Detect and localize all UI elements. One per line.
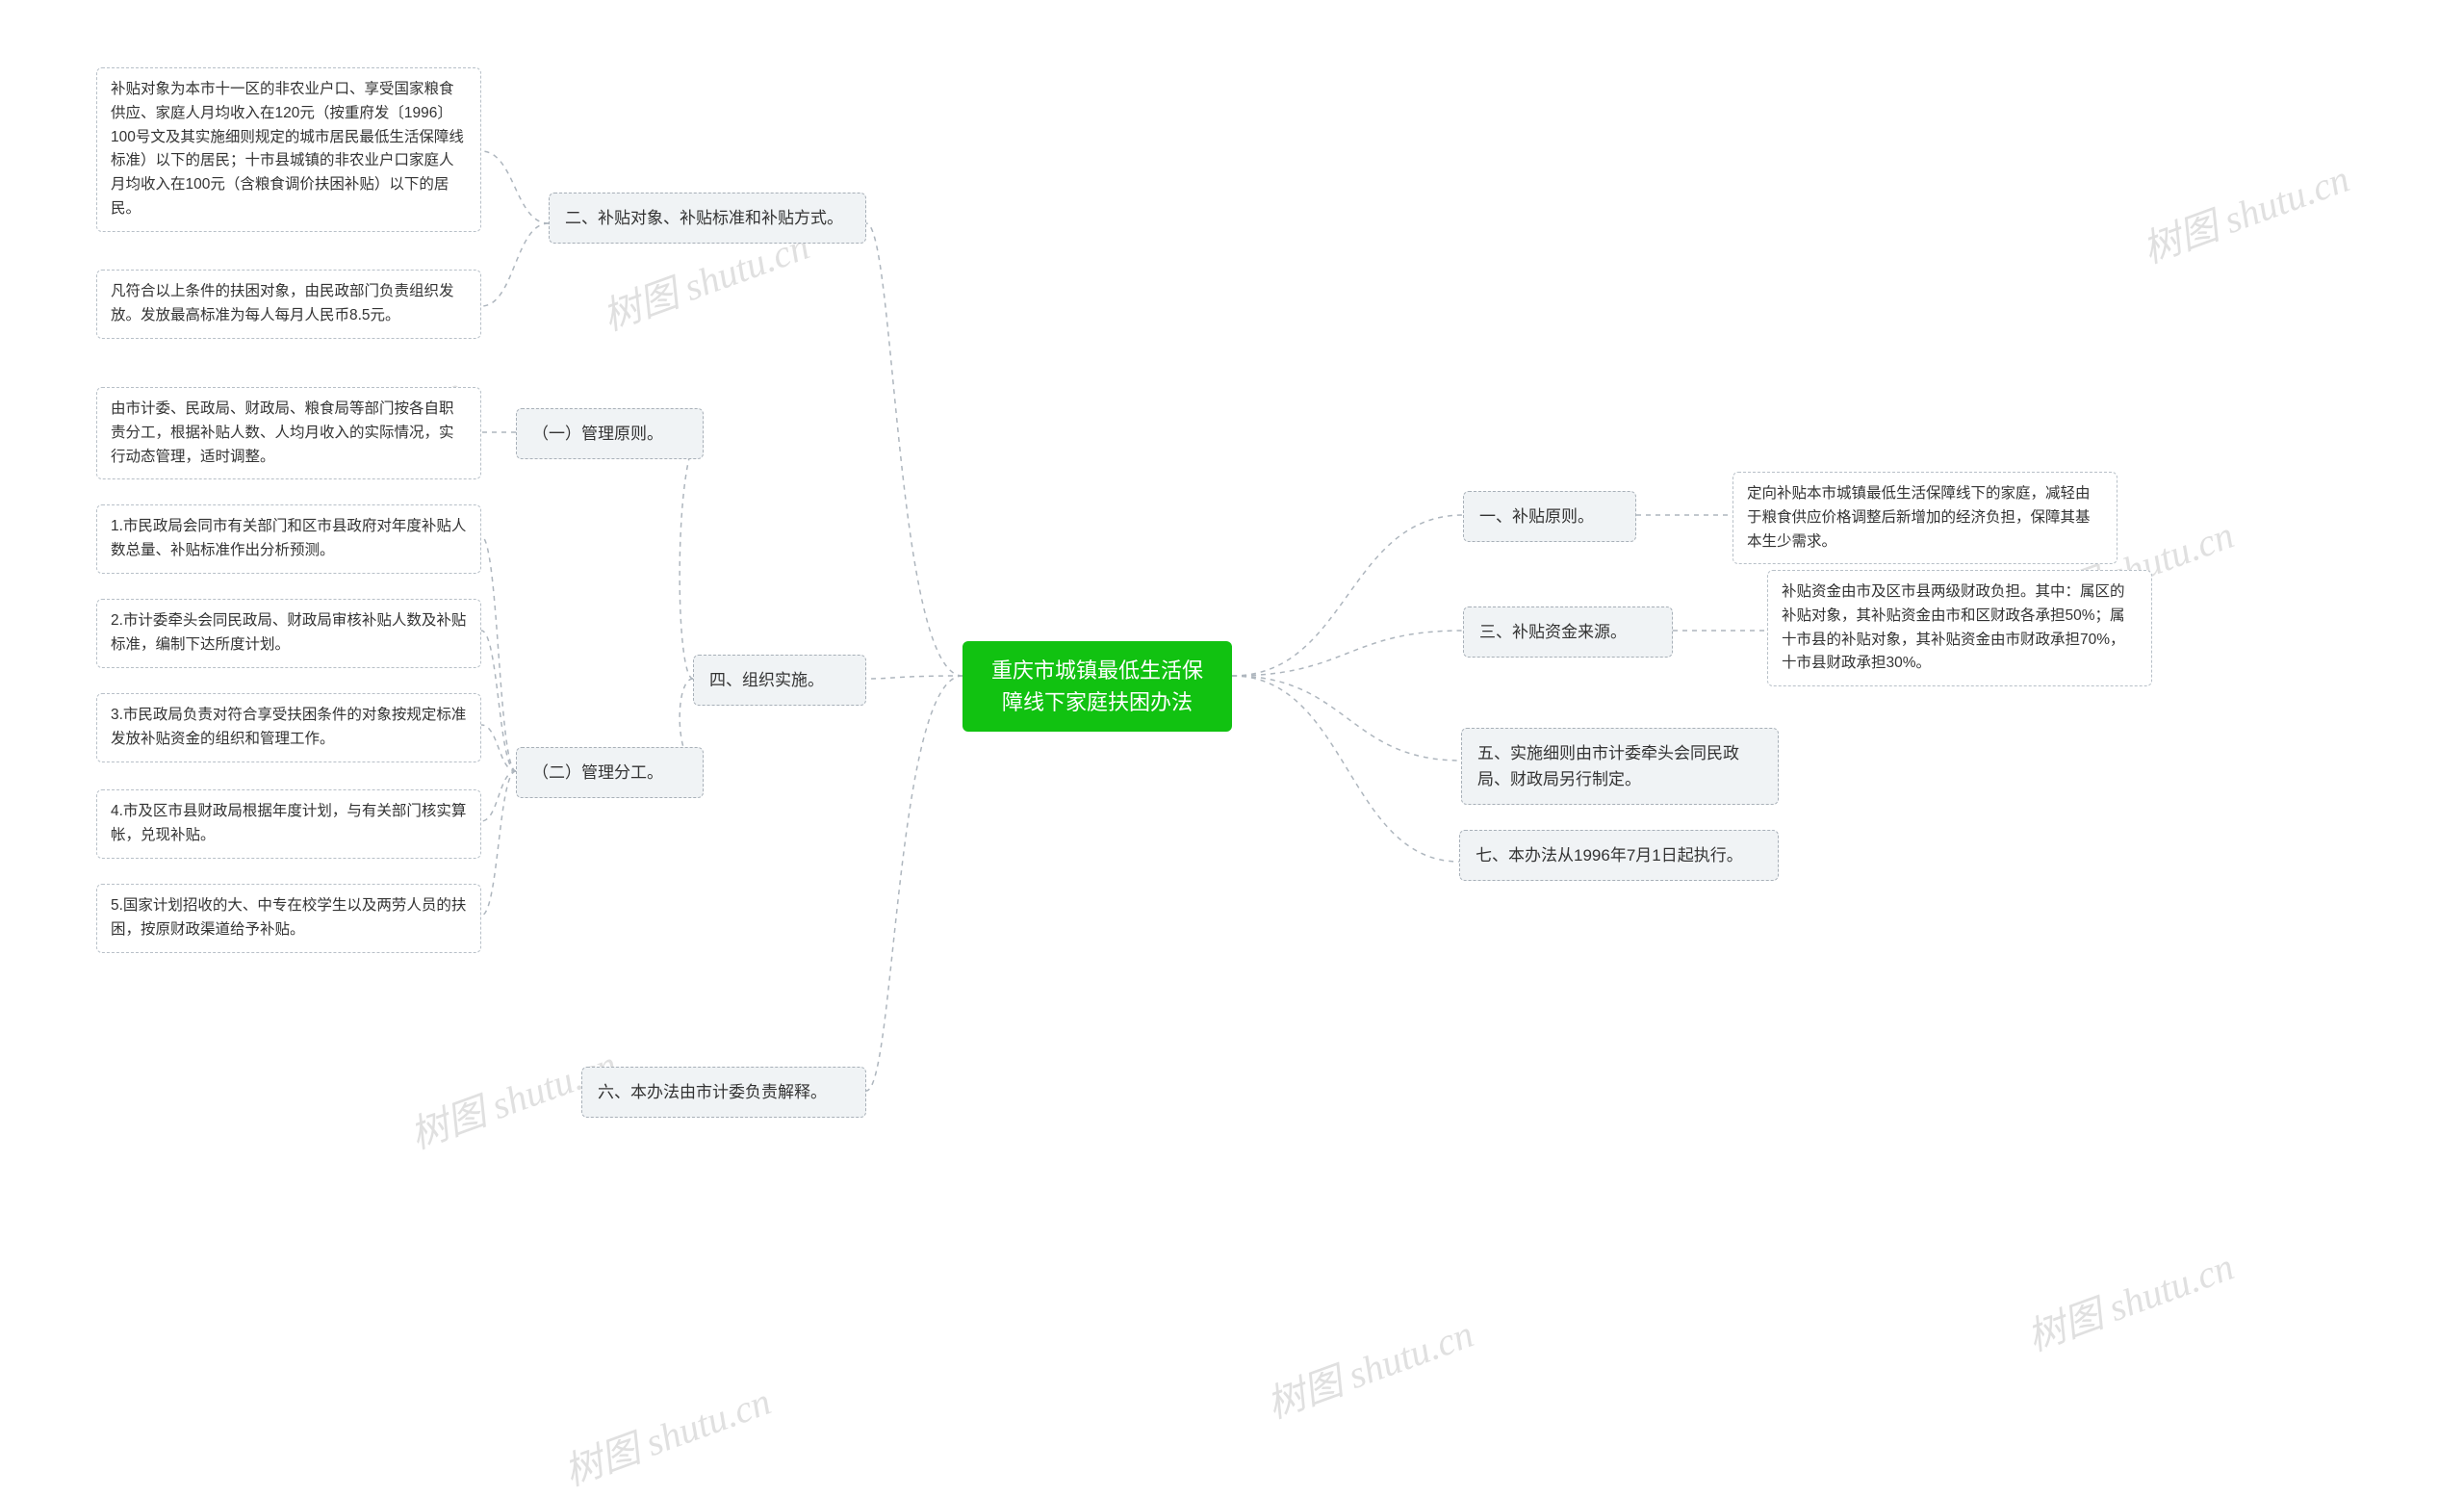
leaf-2-1: 补贴对象为本市十一区的非农业户口、享受国家粮食供应、家庭人月均收入在120元（按… xyxy=(96,67,481,232)
leaf-4-2-3: 3.市民政局负责对符合享受扶困条件的对象按规定标准发放补贴资金的组织和管理工作。 xyxy=(96,693,481,762)
leaf-2-2: 凡符合以上条件的扶困对象，由民政部门负责组织发放。发放最高标准为每人每月人民币8… xyxy=(96,270,481,339)
branch-2: 二、补贴对象、补贴标准和补贴方式。 xyxy=(549,193,866,244)
root-node: 重庆市城镇最低生活保障线下家庭扶困办法 xyxy=(962,641,1232,732)
branch-6: 六、本办法由市计委负责解释。 xyxy=(581,1067,866,1118)
watermark: 树图 shutu.cn xyxy=(555,1370,778,1496)
branch-4-sub2: （二）管理分工。 xyxy=(516,747,704,798)
leaf-4-2-1: 1.市民政局会同市有关部门和区市县政府对年度补贴人数总量、补贴标准作出分析预测。 xyxy=(96,504,481,574)
leaf-4-1-1: 由市计委、民政局、财政局、粮食局等部门按各自职责分工，根据补贴人数、人均月收入的… xyxy=(96,387,481,479)
leaf-3-1: 补贴资金由市及区市县两级财政负担。其中：属区的补贴对象，其补贴资金由市和区财政各… xyxy=(1767,570,2152,686)
leaf-4-2-5: 5.国家计划招收的大、中专在校学生以及两劳人员的扶困，按原财政渠道给予补贴。 xyxy=(96,884,481,953)
leaf-4-2-2: 2.市计委牵头会同民政局、财政局审核补贴人数及补贴标准，编制下达所度计划。 xyxy=(96,599,481,668)
watermark: 树图 shutu.cn xyxy=(2134,147,2356,273)
branch-7: 七、本办法从1996年7月1日起执行。 xyxy=(1459,830,1779,881)
branch-4: 四、组织实施。 xyxy=(693,655,866,706)
branch-1: 一、补贴原则。 xyxy=(1463,491,1636,542)
leaf-1-1: 定向补贴本市城镇最低生活保障线下的家庭，减轻由于粮食供应价格调整后新增加的经济负… xyxy=(1732,472,2118,564)
branch-5: 五、实施细则由市计委牵头会同民政局、财政局另行制定。 xyxy=(1461,728,1779,805)
branch-3: 三、补贴资金来源。 xyxy=(1463,607,1673,658)
branch-4-sub1: （一）管理原则。 xyxy=(516,408,704,459)
watermark: 树图 shutu.cn xyxy=(2018,1235,2241,1361)
leaf-4-2-4: 4.市及区市县财政局根据年度计划，与有关部门核实算帐，兑现补贴。 xyxy=(96,789,481,859)
watermark: 树图 shutu.cn xyxy=(1258,1303,1480,1429)
